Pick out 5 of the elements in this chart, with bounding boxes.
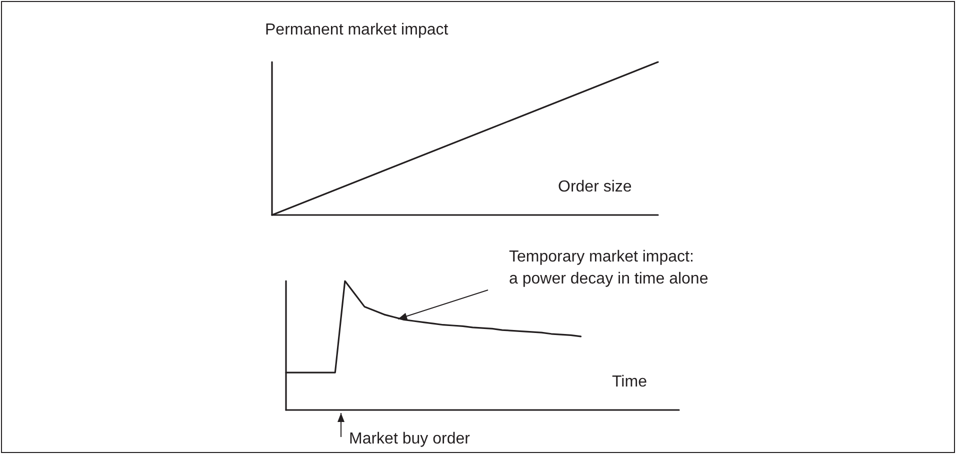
x-axis-title: Order size [558, 178, 632, 196]
y-axis-title: Permanent market impact [265, 22, 449, 38]
text: Market buy order [349, 430, 471, 448]
annotation: Temporary market impact: a power decay in time alone [509, 248, 708, 288]
x-axis-title: Time [612, 374, 648, 390]
